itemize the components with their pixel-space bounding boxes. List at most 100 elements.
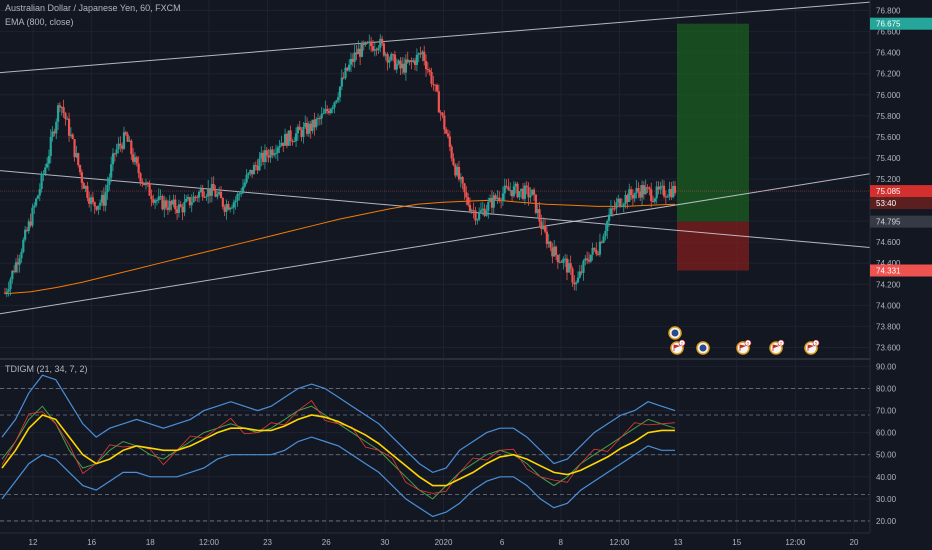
time-tick-label: 6 xyxy=(500,538,505,547)
candle-body xyxy=(258,158,261,171)
indicator-tick-label: 80.00 xyxy=(876,384,897,393)
candle-body xyxy=(388,60,391,63)
candle-body xyxy=(644,187,647,195)
candle-body xyxy=(130,140,133,155)
candle-body xyxy=(576,277,580,283)
candle-body xyxy=(584,258,587,261)
time-tick-label: 18 xyxy=(146,538,155,547)
candle-body xyxy=(357,48,360,55)
symbol-legend[interactable]: Australian Dollar / Japanese Yen, 60, FX… xyxy=(5,3,181,13)
candle-body xyxy=(459,177,462,180)
flag-icon[interactable]: 5 xyxy=(804,339,820,355)
time-tick-label: 16 xyxy=(87,538,96,547)
candle-body xyxy=(289,130,292,141)
indicator-legend[interactable]: TDIGM (21, 34, 7, 2) xyxy=(5,364,88,374)
candle-body xyxy=(11,270,14,280)
candle-body xyxy=(230,207,234,209)
candle-body xyxy=(100,194,104,203)
candle-body xyxy=(450,146,453,159)
candle-body xyxy=(560,261,563,263)
candle-body xyxy=(71,134,74,140)
candle-body xyxy=(564,258,567,260)
candle-body xyxy=(207,188,210,197)
candle-body xyxy=(591,247,594,255)
candle-body xyxy=(221,198,224,207)
candle-body xyxy=(620,205,624,207)
candle-body xyxy=(143,182,146,186)
candle-body xyxy=(346,67,349,71)
flag-icon[interactable]: 5 xyxy=(736,339,752,355)
candle-body xyxy=(210,183,213,196)
candle-body xyxy=(635,188,638,194)
stop-price-badge xyxy=(870,264,932,277)
event-markers[interactable]: 2 5 2 5 xyxy=(668,326,820,355)
candle-body xyxy=(25,229,29,231)
price-tick-label: 73.800 xyxy=(876,322,901,331)
trendline[interactable] xyxy=(0,173,871,315)
candle-body xyxy=(406,59,409,63)
candle-body xyxy=(600,241,603,243)
indicator-tick-label: 70.00 xyxy=(876,407,897,416)
candle-body xyxy=(432,83,435,85)
candle-body xyxy=(525,185,528,188)
ema-line xyxy=(4,199,676,295)
candle-body xyxy=(538,209,541,222)
candle-body xyxy=(280,142,283,146)
candle-body xyxy=(64,112,67,119)
candle-body xyxy=(342,77,345,79)
flag-icon xyxy=(772,344,780,351)
candle-body xyxy=(492,195,495,208)
price-badges: 76.675 75.085 53:40 74.795 74.331 xyxy=(870,17,932,277)
indicator-tick-label: 20.00 xyxy=(876,517,897,526)
candle-body xyxy=(670,188,673,198)
candle-body xyxy=(545,231,548,244)
candle-body xyxy=(243,182,246,187)
candle-body xyxy=(170,201,173,205)
candle-body xyxy=(196,197,199,199)
flag-icon[interactable]: 2 xyxy=(769,339,785,355)
candle-body xyxy=(575,282,578,285)
candle-body xyxy=(362,42,365,45)
candle-body xyxy=(397,60,400,64)
candle-body xyxy=(434,84,437,86)
candle-body xyxy=(291,140,294,142)
trendline[interactable] xyxy=(0,1,871,74)
candle-body xyxy=(655,186,658,199)
candle-body xyxy=(197,192,201,198)
time-tick-label: 26 xyxy=(322,538,331,547)
candle-body xyxy=(102,194,105,206)
earth-icon[interactable] xyxy=(696,341,710,355)
price-tick-label: 74.200 xyxy=(876,280,901,289)
candle-body xyxy=(368,41,371,43)
candle-body xyxy=(622,204,625,206)
candle-body xyxy=(227,203,230,210)
candle-body xyxy=(113,153,116,155)
candle-body xyxy=(501,193,505,202)
candle-body xyxy=(648,187,651,190)
candle-body xyxy=(531,189,534,196)
candle-body xyxy=(304,122,307,127)
earth-icon[interactable] xyxy=(668,326,682,340)
countdown-text: 53:40 xyxy=(876,199,897,208)
candle-body xyxy=(377,47,380,51)
candle-body xyxy=(507,186,510,191)
candle-body xyxy=(672,185,675,198)
candle-body xyxy=(219,191,223,199)
candle-body xyxy=(337,97,340,101)
position-zones[interactable] xyxy=(677,23,749,271)
candle-body xyxy=(157,196,160,201)
candle-body xyxy=(476,219,479,221)
candle-body xyxy=(155,200,159,202)
candle-body xyxy=(364,42,367,45)
flag-icon[interactable]: 2 xyxy=(670,339,686,355)
candle-body xyxy=(199,188,202,193)
candle-body xyxy=(611,208,614,210)
target-zone[interactable] xyxy=(677,23,749,222)
candle-body xyxy=(91,197,94,203)
ema-legend[interactable]: EMA (800, close) xyxy=(5,17,74,27)
candle-body xyxy=(637,188,640,192)
price-tick-label: 76.200 xyxy=(876,70,901,79)
stop-zone[interactable] xyxy=(677,221,749,271)
candle-body xyxy=(640,185,644,198)
